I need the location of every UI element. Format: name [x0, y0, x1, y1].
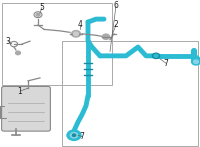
Text: 6: 6	[114, 1, 118, 10]
Text: 2: 2	[114, 20, 118, 30]
Text: 3: 3	[6, 37, 10, 46]
Circle shape	[152, 53, 160, 59]
Circle shape	[72, 134, 76, 136]
Circle shape	[102, 34, 110, 39]
Bar	[2, 3, 112, 85]
Circle shape	[36, 13, 40, 16]
Bar	[62, 41, 198, 146]
Text: 1: 1	[18, 87, 22, 96]
Circle shape	[194, 60, 198, 64]
Text: 7: 7	[164, 59, 168, 68]
Text: 7: 7	[80, 132, 84, 141]
Circle shape	[192, 59, 200, 65]
Text: 5: 5	[40, 3, 44, 12]
Circle shape	[67, 130, 81, 140]
Circle shape	[70, 133, 78, 138]
Circle shape	[16, 51, 20, 55]
Circle shape	[154, 54, 158, 57]
Circle shape	[74, 32, 78, 36]
FancyBboxPatch shape	[2, 86, 50, 131]
Circle shape	[72, 31, 80, 37]
Text: 4: 4	[78, 20, 82, 30]
